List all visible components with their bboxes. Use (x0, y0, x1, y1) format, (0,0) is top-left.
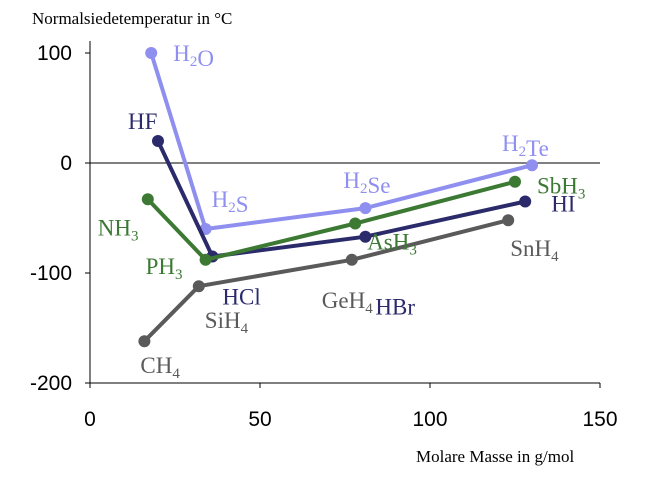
data-point (152, 135, 164, 147)
point-label: GeH4 (322, 288, 373, 317)
data-point (138, 335, 151, 348)
point-label: AsH3 (367, 230, 417, 259)
data-point (509, 175, 521, 188)
data-point (526, 159, 538, 172)
data-point (199, 253, 212, 266)
series-2 (141, 175, 521, 266)
axes: 100 0 -100 -200 0 50 100 150 (30, 41, 618, 431)
data-point (141, 193, 154, 206)
data-point (502, 214, 515, 227)
x-tick-label: 50 (248, 408, 271, 431)
y-axis-title: Normalsiedetemperatur in °C (32, 9, 232, 28)
point-label: HF (128, 109, 157, 134)
y-tick-label: -200 (30, 372, 72, 395)
x-axis-title: Molare Masse in g/mol (416, 447, 574, 466)
point-label: H2Te (502, 131, 549, 161)
series-0 (145, 47, 538, 235)
point-label: H2O (173, 41, 214, 71)
data-point (359, 202, 372, 215)
point-label: HI (551, 192, 575, 217)
y-tick-label: 0 (60, 152, 72, 175)
x-tick-label: 0 (84, 408, 96, 431)
point-label: HBr (375, 295, 415, 320)
series-line (142, 218, 511, 344)
point-label: CH4 (140, 353, 180, 382)
data-point (519, 195, 532, 208)
series-line (156, 139, 528, 259)
point-label: SnH4 (510, 236, 559, 265)
point-label: NH3 (98, 215, 139, 244)
y-tick-label: 100 (37, 42, 72, 65)
point-label: HCl (222, 285, 260, 310)
point-label: H2S (212, 187, 249, 217)
x-tick-label: 150 (582, 408, 617, 431)
data-point (359, 230, 372, 243)
point-label: SiH4 (205, 308, 249, 337)
series-line (149, 51, 534, 231)
series-layer (138, 47, 538, 348)
data-point (145, 47, 158, 59)
point-label: H2Se (343, 168, 390, 198)
series-line (145, 179, 517, 262)
point-label: SbH3 (537, 174, 585, 203)
x-tick-label: 100 (412, 408, 447, 431)
data-point (192, 280, 205, 293)
data-point (345, 253, 358, 266)
y-tick-label: -100 (30, 262, 72, 285)
point-label: PH3 (146, 254, 183, 283)
series-1 (152, 135, 532, 263)
series-3 (138, 214, 515, 348)
data-point (349, 217, 362, 230)
